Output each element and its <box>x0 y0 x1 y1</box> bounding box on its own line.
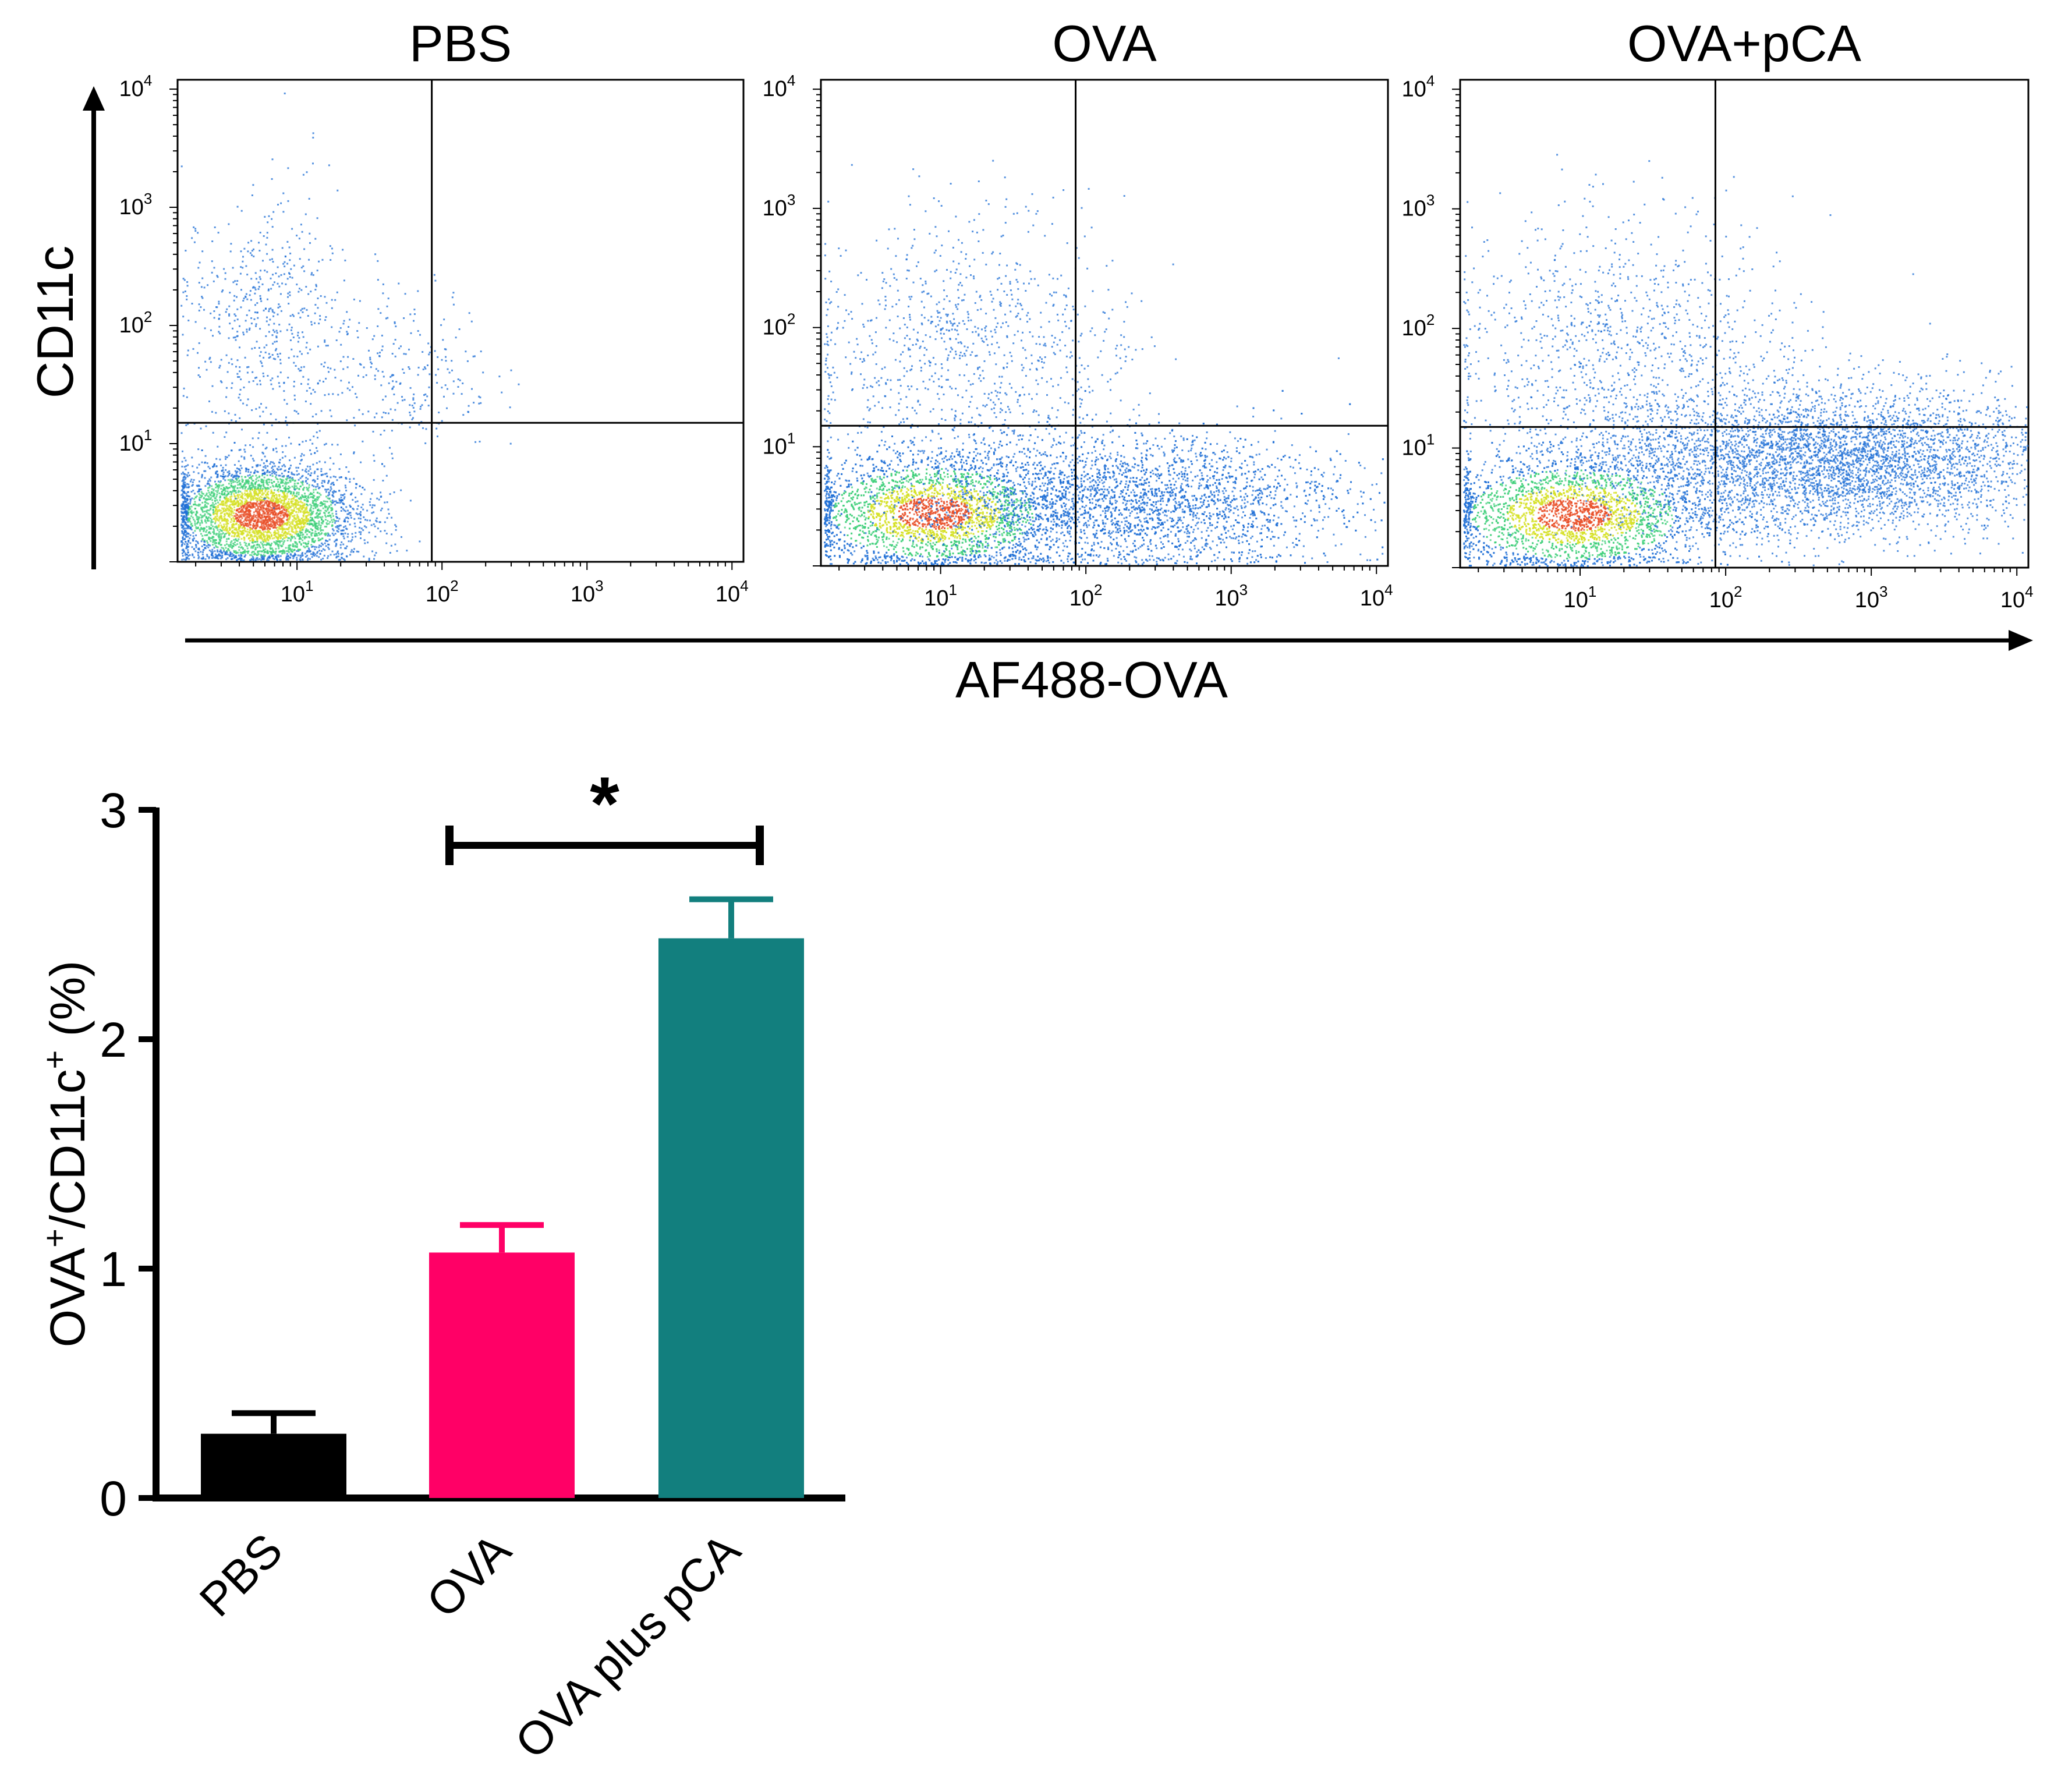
panel-title: OVA <box>1052 15 1157 72</box>
bar-2 <box>429 1252 575 1498</box>
x-tick-label: 103 <box>1214 581 1248 611</box>
x-tick-label: 104 <box>2000 583 2034 612</box>
x-tick-label: 104 <box>716 577 749 607</box>
y-tick-label: 101 <box>119 426 153 456</box>
x-tick-label: 104 <box>1360 581 1393 611</box>
x-tick-label: 101 <box>281 577 314 607</box>
bar-y-tick-label: 3 <box>100 783 127 838</box>
bar-category-label: OVA <box>417 1524 521 1628</box>
x-tick-label: 103 <box>571 577 604 607</box>
y-tick-label: 104 <box>763 72 796 101</box>
x-axis-title: AF488-OVA <box>955 651 1228 709</box>
bar-3 <box>658 939 804 1498</box>
flow-panel-3: 101 102 103 104 101 102 103 104 OVA+pCA <box>1402 15 2034 612</box>
y-tick-label: 104 <box>119 72 153 101</box>
shared-x-axis: AF488-OVA <box>185 630 2033 709</box>
bar-y-tick-label: 2 <box>100 1012 127 1067</box>
flow-panel-2: 101 102 103 104 101 102 103 104 OVA <box>763 15 1393 611</box>
shared-y-axis: CD11c <box>26 86 105 569</box>
y-tick-label: 102 <box>763 310 796 340</box>
bar-1 <box>201 1434 346 1498</box>
bar-y-tick-label: 0 <box>100 1471 127 1526</box>
bar-category-label: PBS <box>190 1524 292 1626</box>
cell-dots <box>824 160 1385 565</box>
x-tick-label: 101 <box>924 581 957 611</box>
cell-dots <box>180 93 519 561</box>
x-tick-label: 102 <box>1709 583 1743 612</box>
cell-dots <box>1463 154 2028 567</box>
bar-category-label: OVA plus pCA <box>505 1524 750 1769</box>
y-tick-label: 102 <box>119 308 153 338</box>
y-arrow-head <box>83 86 105 111</box>
y-tick-label: 103 <box>763 191 796 221</box>
y-tick-label: 102 <box>1402 311 1435 341</box>
significance-star: * <box>590 761 619 846</box>
x-arrow-head <box>2009 630 2033 651</box>
y-tick-label: 104 <box>1402 72 1435 101</box>
y-tick-label: 101 <box>1402 431 1435 461</box>
bar-y-axis-title: OVA+/CD11c+ (%) <box>36 961 95 1347</box>
x-tick-label: 102 <box>426 577 459 607</box>
panel-title: OVA+pCA <box>1627 15 1861 72</box>
bar-y-tick-label: 1 <box>100 1242 127 1297</box>
x-tick-label: 103 <box>1855 583 1888 612</box>
flow-panel-1: 101 102 103 104 101 102 103 104 PBS <box>119 15 749 607</box>
y-tick-label: 103 <box>119 190 153 219</box>
panel-title: PBS <box>409 15 512 72</box>
x-tick-label: 101 <box>1564 583 1597 612</box>
y-tick-label: 101 <box>763 429 796 459</box>
x-tick-label: 102 <box>1069 581 1103 611</box>
y-axis-title: CD11c <box>26 246 84 398</box>
y-tick-label: 103 <box>1402 192 1435 221</box>
